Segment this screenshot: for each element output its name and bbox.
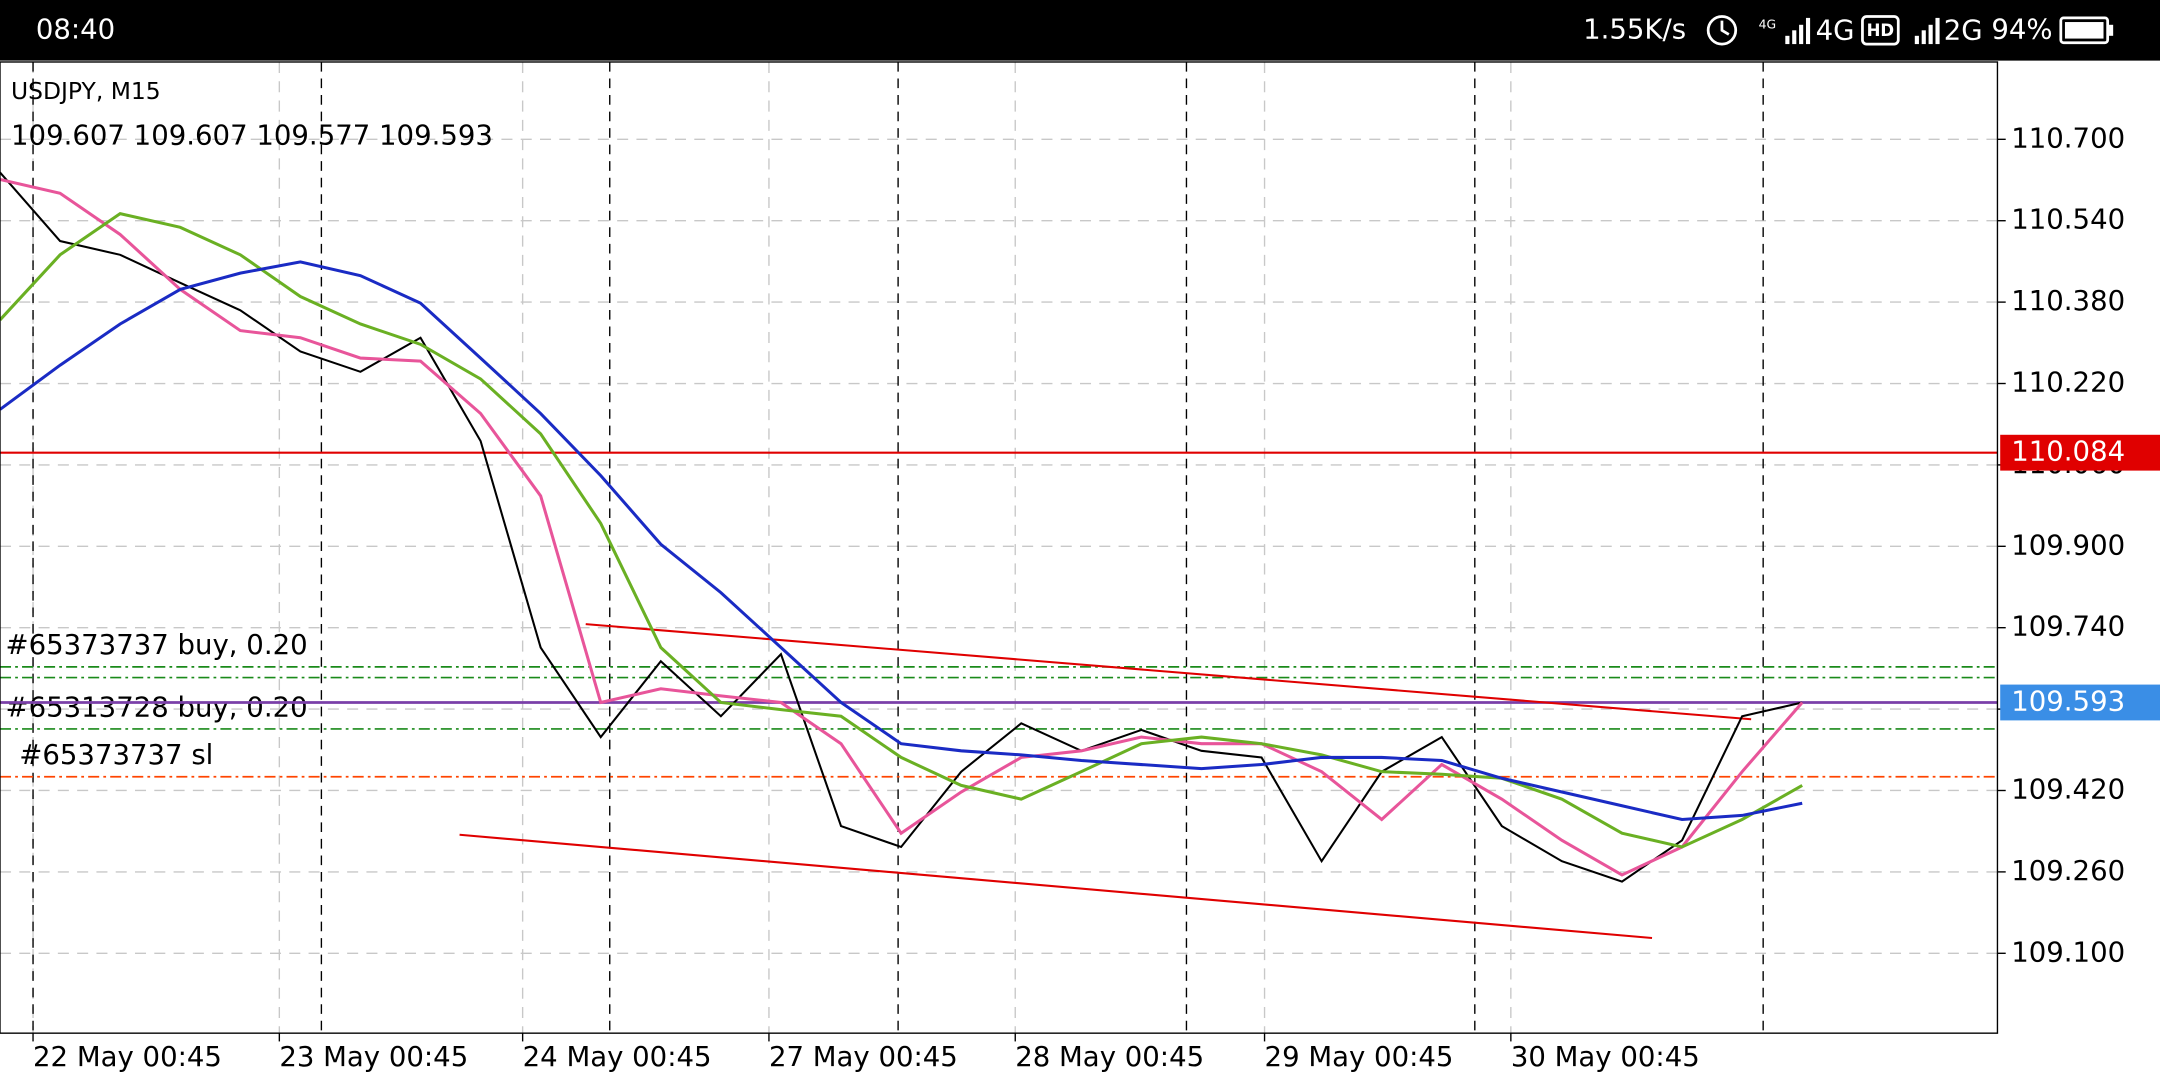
plot-frame [0, 61, 1999, 1034]
moving-average [0, 260, 1803, 822]
x-tick-label: 30 May 00:45 [1511, 1041, 1700, 1073]
moving-average [0, 178, 1804, 877]
plot: #65373737 buy, 0.20 #65313728 buy, 0.20 #6… [0, 61, 2006, 1042]
net-small: 4G [1759, 16, 1776, 31]
y-tick-label: 109.420 [2011, 773, 2125, 805]
battery-tip [2109, 24, 2114, 36]
y-tick-label: 110.380 [2011, 285, 2125, 317]
x-tick-label: 28 May 00:45 [1015, 1041, 1204, 1073]
y-tick-label: 109.100 [2011, 936, 2125, 968]
symbol-title: USDJPY, M15 [11, 77, 161, 105]
signal-1 [1785, 17, 1811, 45]
battery-icon [2059, 16, 2110, 45]
hd-icon: HD [1867, 21, 1895, 40]
moving-average [0, 211, 1803, 849]
x-tick-label: 23 May 00:45 [279, 1041, 468, 1073]
x-tick-label: 27 May 00:45 [769, 1041, 958, 1073]
order-label: #65373737 buy, 0.20 [6, 629, 308, 661]
x-tick-label: 22 May 00:45 [33, 1041, 222, 1073]
net-speed: 1.55K/s [1583, 13, 1686, 45]
clock: 08:40 [36, 13, 115, 45]
alert-box [2000, 434, 2160, 471]
y-tick-label: 110.540 [2011, 204, 2125, 236]
y-tick-label: 109.900 [2011, 529, 2125, 561]
trendline [585, 623, 1752, 721]
net-type-1: 4G [1816, 15, 1855, 47]
hd-box [1861, 15, 1900, 46]
price-line [0, 171, 1803, 883]
y-tick-label: 109.260 [2011, 855, 2125, 887]
alarm-icon [1706, 15, 1738, 46]
order-label: #65313728 buy, 0.20 [6, 691, 308, 723]
alarm-hand [1720, 20, 1730, 36]
x-tick-label: 24 May 00:45 [523, 1041, 712, 1073]
y-tick-label: 110.220 [2011, 367, 2125, 399]
battery-level: 94% [1991, 13, 2052, 45]
alert-label: 110.084 [2011, 436, 2125, 468]
trendline [459, 833, 1653, 940]
signal-2 [1914, 17, 1940, 45]
x-tick-label: 29 May 00:45 [1265, 1041, 1454, 1073]
bid-label: 109.593 [2011, 685, 2125, 717]
order-label: #65373737 sl [19, 739, 213, 771]
bid-box [2000, 684, 2160, 721]
quote-line: 109.607 109.607 109.577 109.593 [11, 119, 493, 151]
net-type-2: 2G [1944, 15, 1983, 47]
y-tick-label: 110.700 [2011, 122, 2125, 154]
y-tick-label: 109.740 [2011, 611, 2125, 643]
battery-fill [2064, 22, 2104, 39]
